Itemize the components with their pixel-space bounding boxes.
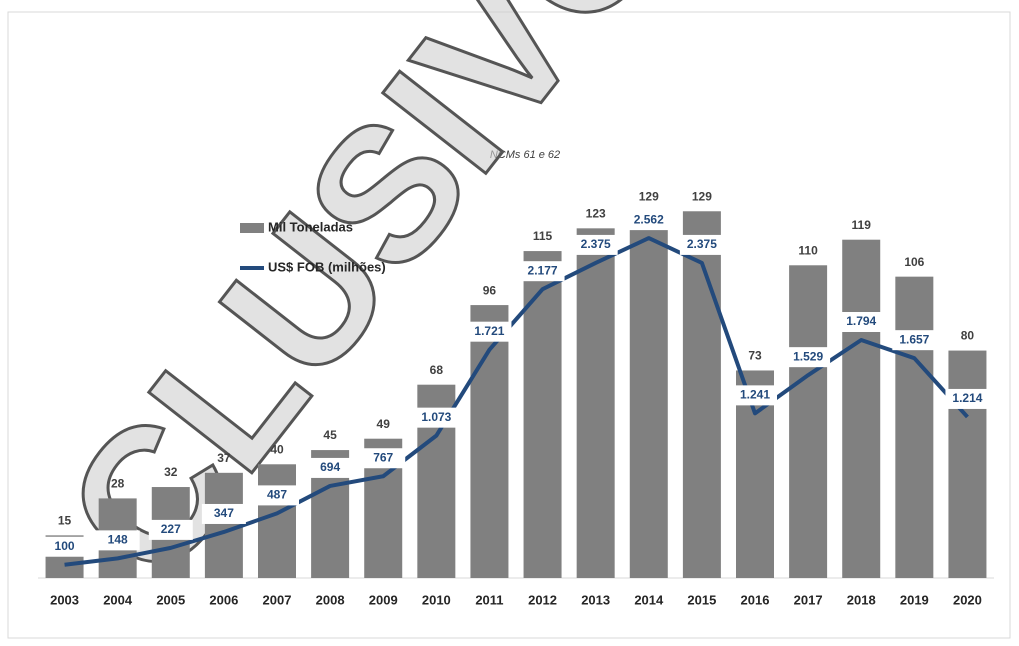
bar-value-label: 110 bbox=[798, 243, 818, 257]
bar bbox=[523, 251, 562, 579]
bar-value-label: 37 bbox=[217, 451, 231, 465]
line-label-box bbox=[42, 536, 87, 557]
line-label-box bbox=[839, 311, 884, 332]
bar-value-label: 115 bbox=[533, 229, 553, 243]
legend-swatch bbox=[240, 223, 264, 233]
line-label-box bbox=[255, 485, 299, 506]
line-value-label: 2.177 bbox=[528, 263, 558, 277]
line-value-label: 487 bbox=[267, 488, 287, 502]
x-tick-label: 2011 bbox=[475, 592, 503, 607]
line-label-box bbox=[573, 234, 618, 255]
line-label-box bbox=[520, 261, 565, 282]
x-tick-label: 2006 bbox=[209, 592, 238, 607]
line-value-label: 694 bbox=[320, 460, 340, 474]
x-tick-label: 2008 bbox=[316, 592, 345, 607]
line-label-box bbox=[95, 530, 140, 551]
chart-border bbox=[7, 11, 1011, 639]
line-value-label: 148 bbox=[108, 533, 128, 547]
line-label-box bbox=[733, 385, 777, 406]
x-tick-label: 2018 bbox=[847, 592, 876, 607]
bar-value-label: 28 bbox=[111, 477, 125, 491]
bar bbox=[948, 350, 987, 578]
line-label-box bbox=[786, 347, 831, 368]
x-tick-label: 2013 bbox=[581, 592, 610, 607]
line-value-label: 2.562 bbox=[634, 212, 664, 226]
chart-subtitle: NCMs 61 e 62 bbox=[490, 149, 560, 161]
x-tick-label: 2003 bbox=[50, 592, 79, 607]
bar-value-label: 49 bbox=[377, 417, 391, 431]
bar bbox=[895, 276, 934, 578]
bar bbox=[842, 239, 881, 578]
line-value-label: 100 bbox=[55, 539, 75, 553]
x-tick-label: 2014 bbox=[634, 592, 664, 607]
x-tick-label: 2015 bbox=[687, 592, 716, 607]
line-value-label: 227 bbox=[161, 522, 181, 536]
line-value-label: 1.721 bbox=[474, 324, 504, 338]
line-value-label: 1.073 bbox=[421, 410, 451, 424]
line-label-box bbox=[892, 330, 937, 351]
x-tick-label: 2017 bbox=[794, 592, 823, 607]
line-label-box bbox=[148, 519, 193, 540]
bar-value-label: 96 bbox=[483, 283, 497, 297]
line-value-label: 1.214 bbox=[952, 391, 982, 405]
line-label-box bbox=[679, 234, 724, 255]
bar bbox=[789, 265, 828, 578]
line-label-box bbox=[361, 448, 406, 469]
line-value-label: 1.657 bbox=[899, 332, 929, 346]
line-series bbox=[64, 236, 969, 567]
bar-value-label: 45 bbox=[323, 428, 337, 442]
bar-value-label: 15 bbox=[58, 514, 72, 528]
x-tick-label: 2009 bbox=[369, 592, 398, 607]
bar bbox=[629, 211, 668, 578]
bar-value-label: 129 bbox=[692, 189, 712, 203]
line-label-box bbox=[414, 407, 459, 428]
line-value-label: 767 bbox=[373, 450, 393, 464]
line-label-box bbox=[308, 457, 353, 478]
x-tick-label: 2019 bbox=[900, 592, 929, 607]
line-label-box bbox=[467, 321, 512, 342]
x-tick-label: 2016 bbox=[741, 592, 770, 607]
line-value-label: 1.794 bbox=[846, 314, 876, 328]
bar-value-label: 68 bbox=[430, 363, 444, 377]
line-value-label: 2.375 bbox=[687, 237, 717, 251]
bar-value-label: 129 bbox=[639, 189, 659, 203]
x-tick-label: 2012 bbox=[528, 592, 557, 607]
bar bbox=[576, 228, 615, 579]
line-value-label: 1.241 bbox=[740, 388, 770, 402]
bar-value-label: 80 bbox=[961, 329, 975, 343]
x-tick-label: 2020 bbox=[953, 592, 982, 607]
x-tick-label: 2004 bbox=[103, 592, 133, 607]
bar bbox=[682, 211, 721, 578]
legend-label: Mil Toneladas bbox=[268, 219, 353, 234]
bar bbox=[258, 464, 296, 578]
bar-value-label: 119 bbox=[852, 218, 872, 232]
line-label-box bbox=[945, 388, 990, 409]
bar-value-label: 40 bbox=[270, 442, 284, 456]
x-tick-label: 2005 bbox=[156, 592, 185, 607]
x-tick-label: 2010 bbox=[422, 592, 451, 607]
legend-label: US$ FOB (milhões) bbox=[268, 259, 386, 274]
bar-value-label: 32 bbox=[164, 465, 178, 479]
line-label-box bbox=[201, 503, 246, 524]
bar bbox=[470, 305, 509, 578]
bar-value-label: 73 bbox=[748, 349, 762, 363]
line-label-box bbox=[626, 210, 671, 231]
bar-value-label: 123 bbox=[586, 207, 606, 221]
bar bbox=[204, 472, 243, 578]
line-value-label: 2.375 bbox=[581, 237, 611, 251]
x-tick-label: 2007 bbox=[263, 592, 292, 607]
line-value-label: 1.529 bbox=[793, 349, 823, 363]
line-value-label: 347 bbox=[214, 506, 234, 520]
bar-value-label: 106 bbox=[904, 255, 924, 269]
